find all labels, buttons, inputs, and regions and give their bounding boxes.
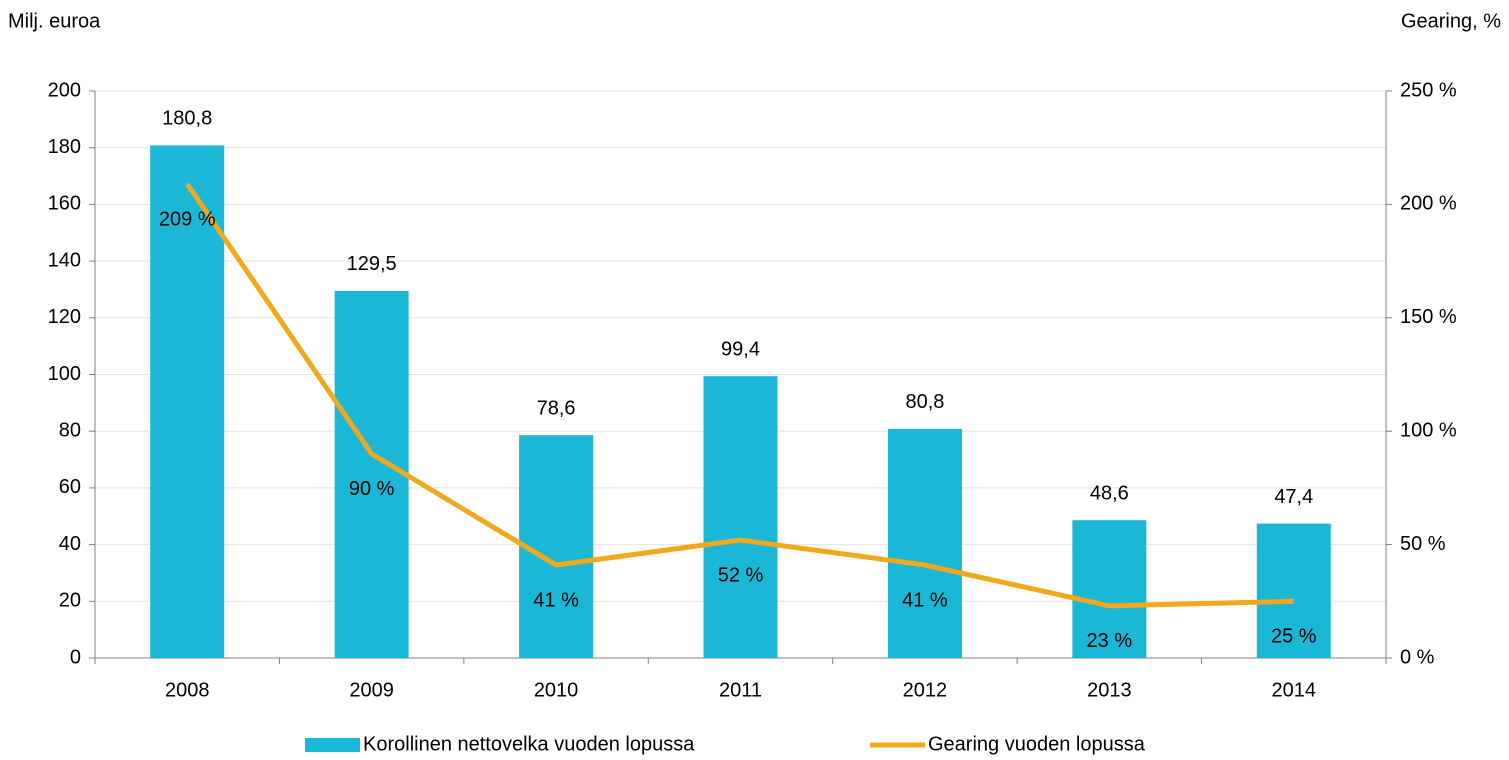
y2-tick-label: 250 % bbox=[1400, 79, 1457, 101]
y2-tick-label: 150 % bbox=[1400, 306, 1457, 328]
data-label: 78,6 bbox=[537, 397, 576, 419]
bar bbox=[887, 428, 962, 658]
y2-tick-label: 50 % bbox=[1400, 533, 1446, 555]
data-label: 25 % bbox=[1271, 626, 1317, 648]
line bbox=[185, 182, 1294, 609]
x-tick-label: 2014 bbox=[1272, 679, 1317, 701]
x-tick-label: 2012 bbox=[903, 679, 948, 701]
y2-tick-label: 0 % bbox=[1400, 646, 1435, 668]
y-tick-label: 200 bbox=[48, 79, 81, 101]
data-label: 41 % bbox=[902, 589, 948, 611]
x-tick-label: 2010 bbox=[534, 679, 579, 701]
x-tick-label: 2013 bbox=[1087, 679, 1132, 701]
x-tick-label: 2008 bbox=[165, 679, 210, 701]
bar bbox=[334, 290, 409, 658]
y-tick-label: 0 bbox=[70, 646, 81, 668]
data-label: 129,5 bbox=[347, 253, 397, 275]
bar bbox=[150, 145, 225, 658]
bar bbox=[703, 376, 778, 658]
y2-axis-title: Gearing, % bbox=[1401, 10, 1501, 32]
y2-tick-label: 100 % bbox=[1400, 419, 1457, 441]
data-label: 41 % bbox=[533, 589, 579, 611]
legend-swatch bbox=[305, 738, 360, 752]
data-label: 99,4 bbox=[721, 338, 760, 360]
y-tick-label: 20 bbox=[59, 590, 81, 612]
data-label: 180,8 bbox=[162, 108, 212, 130]
bar bbox=[1072, 520, 1147, 658]
y-tick-label: 180 bbox=[48, 136, 81, 158]
y2-tick-label: 200 % bbox=[1400, 193, 1457, 215]
data-label: 90 % bbox=[349, 478, 395, 500]
data-label: 47,4 bbox=[1274, 486, 1313, 508]
y-axis-title: Milj. euroa bbox=[8, 10, 101, 32]
data-label: 80,8 bbox=[905, 391, 944, 413]
bar bbox=[519, 435, 594, 658]
y-tick-label: 160 bbox=[48, 193, 81, 215]
y-tick-label: 140 bbox=[48, 249, 81, 271]
legend-label: Gearing vuoden lopussa bbox=[928, 733, 1146, 755]
y-tick-label: 40 bbox=[59, 533, 81, 555]
y-tick-label: 80 bbox=[59, 419, 81, 441]
x-tick-label: 2009 bbox=[349, 679, 394, 701]
legend-label: Korollinen nettovelka vuoden lopussa bbox=[363, 733, 695, 755]
y-tick-label: 120 bbox=[48, 306, 81, 328]
data-label: 48,6 bbox=[1090, 483, 1129, 505]
data-label: 52 % bbox=[718, 564, 764, 586]
x-tick-label: 2011 bbox=[719, 679, 762, 701]
bar bbox=[1256, 523, 1331, 658]
y-tick-label: 60 bbox=[59, 476, 81, 498]
y-tick-label: 100 bbox=[48, 363, 81, 385]
data-label: 209 % bbox=[159, 208, 216, 230]
data-label: 23 % bbox=[1087, 630, 1133, 652]
